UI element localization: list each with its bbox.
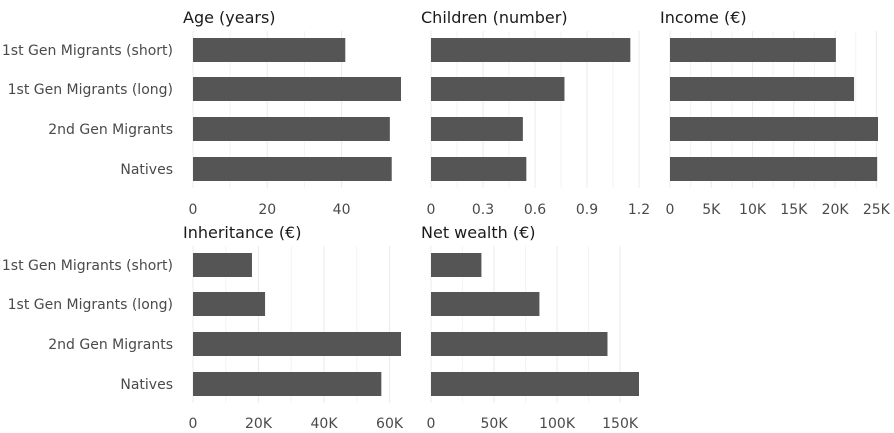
x-tick-label: 0.9	[576, 202, 598, 218]
category-label: 1st Gen Migrants (short)	[2, 43, 173, 59]
bar	[193, 372, 382, 396]
x-tick-label: 100K	[539, 416, 576, 432]
x-tick-label: 5K	[702, 202, 721, 218]
x-tick-label: 0	[427, 416, 436, 432]
panel-title: Income (€)	[660, 8, 747, 27]
bar	[193, 332, 401, 356]
bar	[193, 292, 266, 316]
x-tick-label: 20K	[245, 416, 273, 432]
x-tick-label: 0	[666, 202, 675, 218]
bar	[431, 77, 565, 101]
category-label: 2nd Gen Migrants	[48, 122, 173, 138]
bar	[431, 117, 523, 141]
x-tick-label: 15K	[780, 202, 808, 218]
bar	[193, 117, 390, 141]
bar	[193, 38, 346, 62]
bar	[431, 253, 482, 277]
category-label: 1st Gen Migrants (long)	[8, 82, 173, 98]
bar	[670, 38, 836, 62]
bar	[193, 157, 392, 181]
bar	[431, 292, 540, 316]
x-tick-label: 1.2	[628, 202, 650, 218]
bar	[431, 372, 639, 396]
bar	[670, 77, 855, 101]
x-tick-label: 20	[258, 202, 276, 218]
bar	[431, 38, 631, 62]
x-tick-label: 40	[333, 202, 351, 218]
category-label: 1st Gen Migrants (short)	[2, 258, 173, 274]
bar	[431, 332, 608, 356]
x-tick-label: 0	[189, 416, 198, 432]
category-label: Natives	[120, 162, 173, 178]
x-tick-label: 40K	[311, 416, 339, 432]
x-tick-label: 50K	[481, 416, 509, 432]
panel-title: Inheritance (€)	[183, 223, 301, 242]
panel-title: Net wealth (€)	[421, 223, 536, 242]
bar	[431, 157, 527, 181]
panel-title: Children (number)	[421, 8, 568, 27]
panel-title: Age (years)	[183, 8, 276, 27]
x-tick-label: 0	[427, 202, 436, 218]
x-tick-label: 0	[189, 202, 198, 218]
x-tick-label: 0.6	[524, 202, 546, 218]
x-tick-label: 0.3	[472, 202, 494, 218]
category-label: Natives	[120, 377, 173, 393]
x-tick-label: 150K	[602, 416, 639, 432]
x-tick-label: 60K	[376, 416, 404, 432]
x-tick-label: 10K	[739, 202, 767, 218]
x-tick-label: 25K	[863, 202, 891, 218]
bar	[670, 117, 878, 141]
bar	[193, 253, 252, 277]
bar	[670, 157, 878, 181]
bar	[193, 77, 401, 101]
x-tick-label: 20K	[822, 202, 850, 218]
category-label: 1st Gen Migrants (long)	[8, 297, 173, 313]
category-label: 2nd Gen Migrants	[48, 337, 173, 353]
